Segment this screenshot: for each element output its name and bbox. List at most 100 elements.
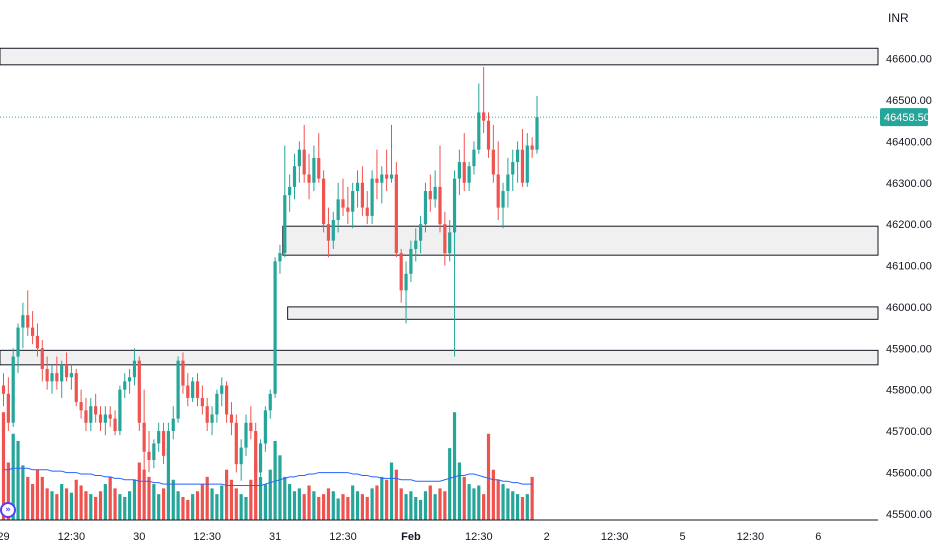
candle xyxy=(399,253,403,291)
volume-bar xyxy=(229,479,234,520)
volume-bar xyxy=(394,469,398,520)
y-tick-label: 46000.00 xyxy=(886,302,932,314)
volume-bar xyxy=(55,494,59,520)
x-tick-label: 12:30 xyxy=(58,531,86,543)
currency-selector[interactable]: INR xyxy=(888,11,909,25)
candle xyxy=(360,182,364,208)
volume-bar xyxy=(317,497,321,520)
candle xyxy=(414,240,418,249)
candle xyxy=(380,174,384,183)
volume-bar xyxy=(74,479,78,520)
volume-bar xyxy=(389,462,394,520)
candle xyxy=(84,410,88,423)
candle xyxy=(157,431,161,444)
volume-bar xyxy=(234,488,238,520)
volume-bar xyxy=(511,491,515,520)
candle xyxy=(535,117,539,150)
candle xyxy=(525,145,529,183)
volume-bar xyxy=(341,494,345,520)
candle xyxy=(322,178,326,225)
candle xyxy=(491,149,495,175)
volume-bar xyxy=(244,497,248,520)
candle xyxy=(123,381,127,390)
volume-bar xyxy=(118,494,122,520)
volume-bar xyxy=(336,498,340,520)
volume-bar xyxy=(249,479,253,520)
volume-bar xyxy=(98,491,103,520)
volume-bar xyxy=(263,484,267,520)
double-chevron-right-icon[interactable]: » xyxy=(0,502,16,518)
x-tick-label: 30 xyxy=(133,531,145,543)
y-tick-label: 46300.00 xyxy=(886,178,932,190)
candle xyxy=(1,385,6,394)
candle xyxy=(341,199,345,208)
candle xyxy=(438,186,442,225)
volume-bar xyxy=(452,412,457,520)
zone-box xyxy=(282,225,879,256)
volume-bar xyxy=(171,479,175,520)
candle xyxy=(530,145,534,150)
candle xyxy=(307,174,311,183)
candle xyxy=(258,443,263,473)
volume-bar xyxy=(205,476,209,520)
volume-bar xyxy=(385,479,389,520)
candle xyxy=(273,261,277,394)
candle xyxy=(486,120,491,150)
y-tick-label: 45700.00 xyxy=(886,426,932,438)
candle xyxy=(467,166,471,183)
volume-bar xyxy=(288,484,292,520)
candle xyxy=(516,149,520,163)
volume-bar xyxy=(26,476,30,520)
candle xyxy=(302,149,306,175)
volume-bar xyxy=(283,476,287,520)
volume-bar xyxy=(89,494,93,520)
volume-bar xyxy=(152,484,156,520)
candle xyxy=(244,422,248,448)
volume-bar xyxy=(268,469,272,520)
candle xyxy=(351,191,355,212)
candle xyxy=(404,273,408,291)
volume-bar xyxy=(108,476,112,520)
candle xyxy=(263,410,267,444)
volume-bar xyxy=(6,462,10,520)
volume-bar xyxy=(147,476,151,520)
last-price-label: 46458.50 xyxy=(884,112,930,124)
zone-box xyxy=(287,306,879,320)
volume-bar xyxy=(157,494,161,520)
candle xyxy=(220,385,224,394)
candle xyxy=(346,207,350,212)
volume-bar xyxy=(103,484,107,520)
y-tick-label: 45900.00 xyxy=(886,343,932,355)
candle xyxy=(326,224,331,241)
y-tick-label: 46500.00 xyxy=(886,95,932,107)
candle xyxy=(11,356,15,423)
candle xyxy=(35,335,40,349)
volume-bar xyxy=(64,488,69,520)
y-tick-label: 46100.00 xyxy=(886,261,932,273)
volume-bar xyxy=(181,497,185,520)
volume-bar xyxy=(399,488,403,520)
candle xyxy=(74,373,78,403)
candle xyxy=(297,149,301,167)
volume-bar xyxy=(123,497,127,520)
volume-bar xyxy=(60,484,64,520)
candle xyxy=(423,191,428,225)
candle xyxy=(142,422,146,452)
last-price-badge xyxy=(880,108,928,127)
candle xyxy=(26,315,30,328)
candle xyxy=(511,162,515,175)
volume-bar xyxy=(380,476,384,520)
volume-bar xyxy=(16,440,20,520)
volume-bar xyxy=(365,497,369,520)
candle xyxy=(501,191,505,208)
volume-bar xyxy=(132,479,137,520)
candle xyxy=(452,178,457,233)
volume-bar xyxy=(433,494,437,520)
candle xyxy=(186,385,190,398)
candle xyxy=(40,348,44,369)
volume-bar xyxy=(142,469,146,520)
volume-bar xyxy=(128,491,132,520)
candle xyxy=(375,178,379,183)
candle xyxy=(428,191,432,200)
